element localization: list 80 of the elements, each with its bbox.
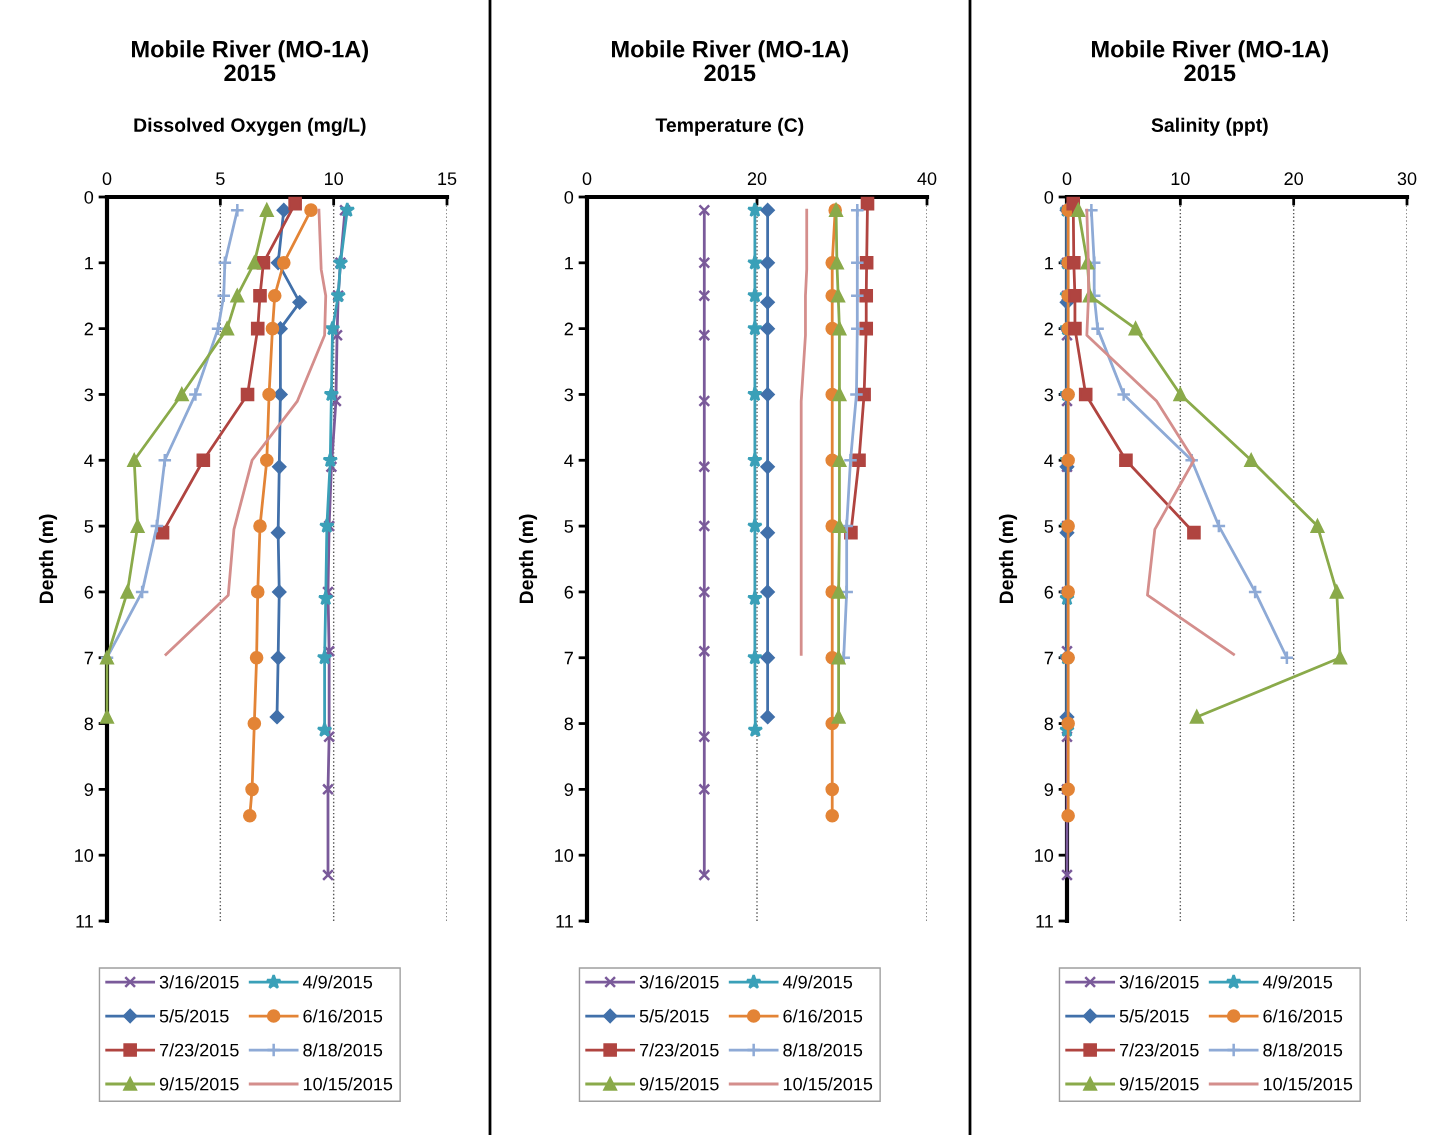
legend-label: 5/5/2015 <box>1119 1009 1189 1023</box>
legend-label: 3/16/2015 <box>1119 975 1199 989</box>
y-tick-label: 3 <box>564 388 574 402</box>
y-tick-label: 7 <box>1044 651 1053 665</box>
y-tick-label: 1 <box>565 256 573 270</box>
y-tick-label: 2 <box>1044 322 1053 336</box>
chart-title: Mobile River (MO-1A) 2015 <box>612 40 849 82</box>
chart-title: Mobile River (MO-1A) 2015 <box>1092 40 1329 82</box>
x-tick-label: 0 <box>582 172 592 186</box>
y-tick-label: 11 <box>76 915 93 928</box>
y-tick-label: 9 <box>564 783 573 797</box>
y-tick-label: 10 <box>1035 849 1054 862</box>
legend-label: 6/16/2015 <box>303 1009 383 1023</box>
legend-label: 3/16/2015 <box>639 975 719 989</box>
legend-label: 4/9/2015 <box>1262 975 1333 989</box>
y-tick-label: 3 <box>84 388 94 402</box>
legend-label: 9/15/2015 <box>159 1077 239 1091</box>
y-tick-label: 5 <box>564 520 574 533</box>
y-tick-label: 2 <box>564 322 573 336</box>
x-axis-title: Temperature (C) <box>655 117 804 136</box>
legend-label: 5/5/2015 <box>159 1009 229 1023</box>
legend-label: 10/15/2015 <box>783 1077 873 1091</box>
y-axis-title: Depth (m) <box>38 514 58 604</box>
y-tick-label: 8 <box>1044 717 1054 731</box>
y-tick-label: 4 <box>1044 454 1054 467</box>
y-tick-label: 4 <box>84 454 94 467</box>
y-tick-label: 6 <box>84 585 94 599</box>
legend-label: 10/15/2015 <box>1263 1077 1353 1091</box>
y-tick-label: 6 <box>1044 585 1054 599</box>
legend-label: 9/15/2015 <box>639 1077 719 1091</box>
legend-label: 8/18/2015 <box>303 1043 383 1057</box>
y-tick-label: 7 <box>84 651 93 665</box>
y-tick-label: 0 <box>1044 190 1054 204</box>
y-tick-label: 7 <box>564 651 573 665</box>
y-tick-label: 8 <box>84 717 94 731</box>
y-tick-label: 9 <box>84 783 93 797</box>
x-tick-label: 15 <box>438 172 457 186</box>
y-tick-label: 3 <box>1044 388 1054 402</box>
x-tick-label: 20 <box>1284 172 1303 186</box>
y-tick-label: 1 <box>1045 256 1053 270</box>
y-tick-label: 5 <box>1044 520 1054 533</box>
x-tick-label: 20 <box>747 172 767 186</box>
y-tick-label: 0 <box>564 190 574 204</box>
y-tick-label: 8 <box>564 717 574 731</box>
legend-label: 6/16/2015 <box>783 1009 863 1023</box>
x-tick-label: 10 <box>1171 172 1190 186</box>
legend-label: 5/5/2015 <box>639 1009 709 1023</box>
legend-label: 9/15/2015 <box>1119 1077 1199 1091</box>
x-tick-label: 5 <box>216 172 225 186</box>
y-tick-label: 9 <box>1044 783 1053 797</box>
x-tick-label: 40 <box>917 172 937 186</box>
x-tick-label: 0 <box>102 172 112 186</box>
x-tick-label: 0 <box>1062 172 1072 186</box>
legend-label: 7/23/2015 <box>1119 1043 1199 1057</box>
y-tick-label: 5 <box>84 520 94 533</box>
y-axis-title: Depth (m) <box>518 514 538 604</box>
x-tick-label: 30 <box>1397 172 1417 186</box>
x-axis-title: Dissolved Oxygen (mg/L) <box>134 117 366 136</box>
legend-label: 7/23/2015 <box>639 1043 719 1057</box>
y-tick-label: 0 <box>84 190 94 204</box>
y-axis-title: Depth (m) <box>998 514 1018 604</box>
y-tick-label: 10 <box>75 849 94 862</box>
legend-label: 8/18/2015 <box>1263 1043 1343 1057</box>
legend-label: 4/9/2015 <box>782 975 853 989</box>
legend-label: 6/16/2015 <box>1263 1009 1343 1023</box>
y-tick-label: 11 <box>556 915 573 928</box>
legend-label: 10/15/2015 <box>303 1077 393 1091</box>
x-axis-title: Salinity (ppt) <box>1151 117 1268 136</box>
legend-label: 7/23/2015 <box>159 1043 239 1057</box>
legend-label: 4/9/2015 <box>302 975 373 989</box>
y-tick-label: 2 <box>84 322 93 336</box>
y-tick-label: 1 <box>85 256 93 270</box>
chart-title: Mobile River (MO-1A) 2015 <box>132 40 369 82</box>
y-tick-label: 6 <box>564 585 574 599</box>
x-tick-label: 10 <box>325 172 343 186</box>
y-tick-label: 4 <box>564 454 574 467</box>
y-tick-label: 10 <box>555 849 574 862</box>
legend-label: 8/18/2015 <box>783 1043 863 1057</box>
legend-label: 3/16/2015 <box>159 975 239 989</box>
y-tick-label: 11 <box>1036 915 1053 928</box>
